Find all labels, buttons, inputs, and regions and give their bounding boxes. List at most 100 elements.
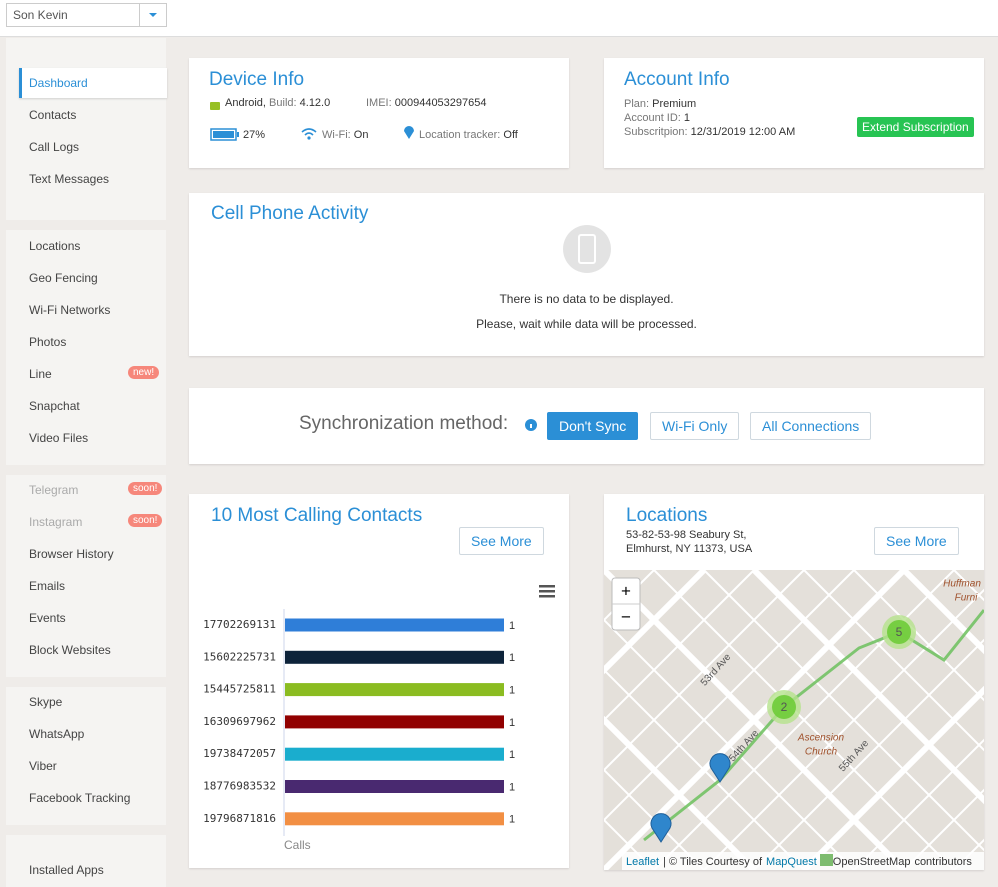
nav-item[interactable]: Text Messages xyxy=(29,172,110,186)
attribution-bg xyxy=(622,852,984,870)
phone-icon xyxy=(563,225,611,273)
zoom-out[interactable]: − xyxy=(621,607,631,626)
bar-chart: 17702269131 1 15602225731 1 15445725811 1 1630… xyxy=(203,585,555,852)
menu-icon xyxy=(539,585,555,588)
extend-button[interactable]: Extend Subscription xyxy=(857,117,974,137)
street xyxy=(604,570,755,722)
address-line: 53-82-53-98 Seabury St, xyxy=(626,529,747,541)
cluster-count: 5 xyxy=(896,625,903,639)
message: There is no data to be displayed. xyxy=(499,292,674,306)
nav-item[interactable]: Installed Apps xyxy=(29,863,104,877)
sync-button[interactable]: All Connections xyxy=(750,412,872,440)
battery: 27% xyxy=(243,129,266,141)
nav-item[interactable]: Line xyxy=(29,367,52,381)
nav-item: Instagram xyxy=(29,515,83,529)
locations-card: Locations 53-82-53-98 Seabury St, Elmhurs… xyxy=(604,494,984,870)
attribution-part: | © Tiles Courtesy of xyxy=(663,856,763,868)
account: 1 xyxy=(683,112,691,124)
see-more-button[interactable]: See More xyxy=(459,527,544,555)
bar xyxy=(285,812,504,826)
icon-shape xyxy=(578,234,596,264)
user-name: Son Kevin xyxy=(13,8,68,22)
active-bar xyxy=(19,68,22,98)
nav-item[interactable]: Photos xyxy=(29,335,67,349)
category-label: 19796871816 xyxy=(203,812,276,825)
nav-item[interactable]: Wi-Fi Networks xyxy=(29,303,111,317)
account-info-card: Account Info Plan: Premium Account ID: 1… xyxy=(604,58,984,168)
street xyxy=(853,738,984,870)
cluster-count: 2 xyxy=(781,700,788,714)
nav-item[interactable]: Dashboard xyxy=(29,76,88,90)
nav-item[interactable]: Snapchat xyxy=(29,399,80,413)
label: Plan: xyxy=(624,98,650,110)
street xyxy=(753,638,984,870)
nav-item[interactable]: Facebook Tracking xyxy=(29,791,131,805)
nav-group xyxy=(6,687,166,825)
badge: new! xyxy=(128,366,160,379)
plan-line: Plan: Premium xyxy=(624,97,795,111)
attribution-part[interactable]: Leaflet xyxy=(626,856,659,868)
nav-item[interactable]: Locations xyxy=(29,239,81,253)
nav-item[interactable]: Viber xyxy=(29,759,57,773)
bar xyxy=(285,780,504,793)
imei-line: IMEI: 000944053297654 xyxy=(366,97,487,109)
sub-line: Subscritpion: 12/31/2019 12:00 AM xyxy=(624,125,795,139)
card-title: Device Info xyxy=(209,69,305,90)
sync-button[interactable]: Don't Sync xyxy=(547,412,639,440)
bar xyxy=(285,618,504,632)
category-label: 15602225731 xyxy=(203,650,276,663)
attribution-part: OpenStreetMap xyxy=(833,856,911,868)
nav-item[interactable]: Contacts xyxy=(29,108,77,122)
attribution-part: contributors xyxy=(914,856,972,868)
nav-item[interactable]: Browser History xyxy=(29,547,114,561)
battery-icon xyxy=(210,128,239,141)
card-title: Cell Phone Activity xyxy=(211,203,369,224)
sync-card: Synchronization method: Don't Sync Wi-Fi … xyxy=(189,388,984,464)
zoom-in[interactable]: + xyxy=(621,581,631,600)
message: Please, wait while data will be processe… xyxy=(476,317,697,331)
label: Account ID: xyxy=(624,112,681,124)
icon-shape xyxy=(307,136,311,140)
wifi-icon xyxy=(301,128,317,140)
card-title: 10 Most Calling Contacts xyxy=(211,505,423,526)
street xyxy=(604,570,805,772)
nav-item[interactable]: Skype xyxy=(29,695,63,709)
nav-item[interactable]: Emails xyxy=(29,579,66,593)
category-label: 19738472057 xyxy=(203,747,276,760)
android-icon xyxy=(210,102,220,110)
icon-shape xyxy=(404,126,414,139)
nav-item[interactable]: Block Websites xyxy=(29,643,111,657)
info-icon xyxy=(525,419,537,431)
data-label: 1 xyxy=(509,620,515,632)
street xyxy=(604,570,855,822)
badge: soon! xyxy=(128,514,163,527)
bar xyxy=(285,683,504,697)
sync-button[interactable]: Wi-Fi Only xyxy=(650,412,740,440)
location-line: Location tracker: Off xyxy=(419,129,518,141)
map-pin xyxy=(650,813,672,843)
data-label: 1 xyxy=(509,814,515,826)
os: Android, xyxy=(225,97,266,109)
bar xyxy=(285,650,504,664)
attribution-part[interactable]: MapQuest xyxy=(766,856,817,868)
see-more-button[interactable]: See More xyxy=(874,527,959,555)
contacts-card: 10 Most Calling Contacts See More 177022… xyxy=(189,494,569,868)
user-select[interactable]: Son Kevin xyxy=(6,3,167,27)
label: Subscritpion: xyxy=(624,126,688,138)
nav-item[interactable]: Video Files xyxy=(29,431,89,445)
street-label: Huffman xyxy=(943,579,981,590)
x-axis-label: Calls xyxy=(284,838,311,852)
device-info-card: Device Info Android, Build: 4.12.0 IMEI:… xyxy=(189,58,569,168)
icon-shape xyxy=(563,225,611,273)
nav-item[interactable]: WhatsApp xyxy=(29,727,85,741)
wifi-line: Wi-Fi: On xyxy=(322,129,368,141)
nav-item[interactable]: Events xyxy=(29,611,66,625)
badge: soon! xyxy=(128,482,163,495)
nav-item[interactable]: Geo Fencing xyxy=(29,271,98,285)
account-lines: Plan: Premium Account ID: 1 Subscritpion… xyxy=(624,97,795,139)
street xyxy=(703,588,984,870)
nav-item[interactable]: Call Logs xyxy=(29,140,80,154)
category-label: 17702269131 xyxy=(203,618,276,631)
nav-group xyxy=(6,230,166,465)
